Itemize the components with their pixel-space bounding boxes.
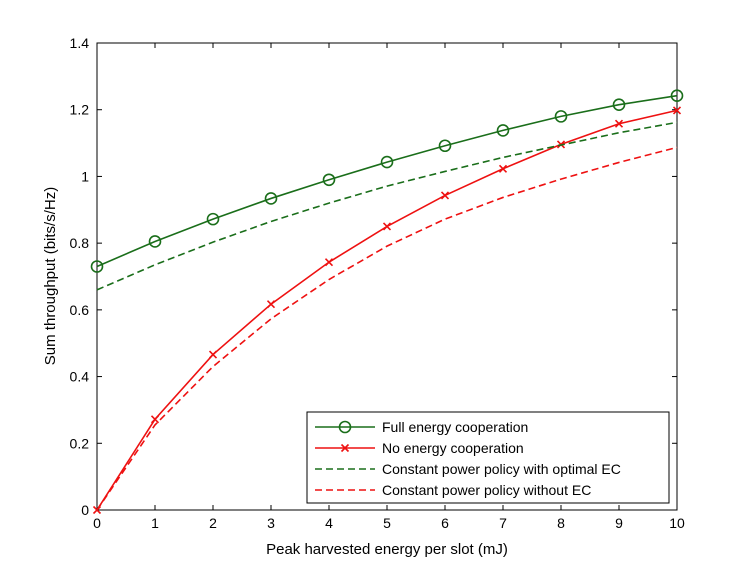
y-axis: 0 0.2 0.4 0.6 0.8 1 1.2 1.4 (70, 35, 677, 518)
series-line (96, 146, 678, 511)
data-point (264, 192, 278, 205)
x-tick-label: 9 (615, 515, 623, 531)
legend-label: Constant power policy with optimal EC (382, 461, 621, 477)
x-tick-label: 5 (383, 515, 391, 531)
data-point (150, 415, 160, 424)
series-3 (96, 121, 678, 291)
y-tick-label: 0.6 (70, 302, 90, 318)
data-point (498, 164, 508, 173)
data-point (324, 258, 334, 267)
data-point (380, 155, 394, 169)
data-point (612, 98, 626, 112)
y-tick-label: 1.4 (70, 35, 90, 51)
y-tick-label: 0.8 (70, 235, 90, 251)
y-tick-label: 1.2 (70, 102, 90, 118)
data-point (266, 300, 276, 309)
legend-label: Constant power policy without EC (382, 482, 591, 498)
series-layer (90, 89, 684, 515)
x-tick-label: 3 (267, 515, 275, 531)
x-tick-label: 7 (499, 515, 507, 531)
series-1 (90, 89, 684, 273)
legend-label: Full energy cooperation (382, 419, 528, 435)
y-tick-label: 1 (81, 168, 89, 184)
data-point (382, 222, 392, 231)
x-tick-label: 6 (441, 515, 449, 531)
x-axis: 0 1 2 3 4 5 6 7 8 9 10 (93, 43, 685, 531)
legend-marker (338, 420, 352, 434)
x-tick-label: 10 (669, 515, 685, 531)
data-point (670, 89, 684, 103)
data-point (206, 212, 220, 226)
data-point (672, 106, 682, 115)
data-point (554, 110, 568, 123)
y-axis-label: Sum throughput (bits/s/Hz) (42, 187, 59, 365)
x-axis-label: Peak harvested energy per slot (mJ) (266, 541, 508, 558)
x-tick-label: 2 (209, 515, 217, 531)
legend: Full energy cooperation No energy coopera… (306, 411, 670, 504)
legend-marker (340, 443, 350, 453)
data-point (322, 173, 336, 187)
legend-label: No energy cooperation (382, 440, 524, 456)
data-point (496, 124, 510, 137)
x-tick-label: 0 (93, 515, 101, 531)
data-point (440, 191, 450, 200)
series-2 (92, 106, 682, 515)
data-point (208, 350, 218, 359)
x-tick-label: 1 (151, 515, 159, 531)
y-tick-label: 0.4 (70, 369, 90, 385)
data-point (438, 139, 452, 153)
series-line (96, 121, 678, 291)
y-tick-label: 0.2 (70, 435, 90, 451)
legend-item: Constant power policy with optimal EC (315, 461, 621, 477)
y-tick-label: 0 (81, 502, 89, 518)
data-point (90, 260, 104, 273)
x-tick-label: 4 (325, 515, 333, 531)
legend-item: No energy cooperation (315, 440, 524, 456)
series-line (96, 94, 678, 268)
series-4 (96, 146, 678, 511)
legend-item: Constant power policy without EC (315, 482, 591, 498)
data-point (148, 235, 162, 248)
legend-item: Full energy cooperation (315, 419, 528, 435)
x-tick-label: 8 (557, 515, 565, 531)
data-point (614, 119, 624, 128)
